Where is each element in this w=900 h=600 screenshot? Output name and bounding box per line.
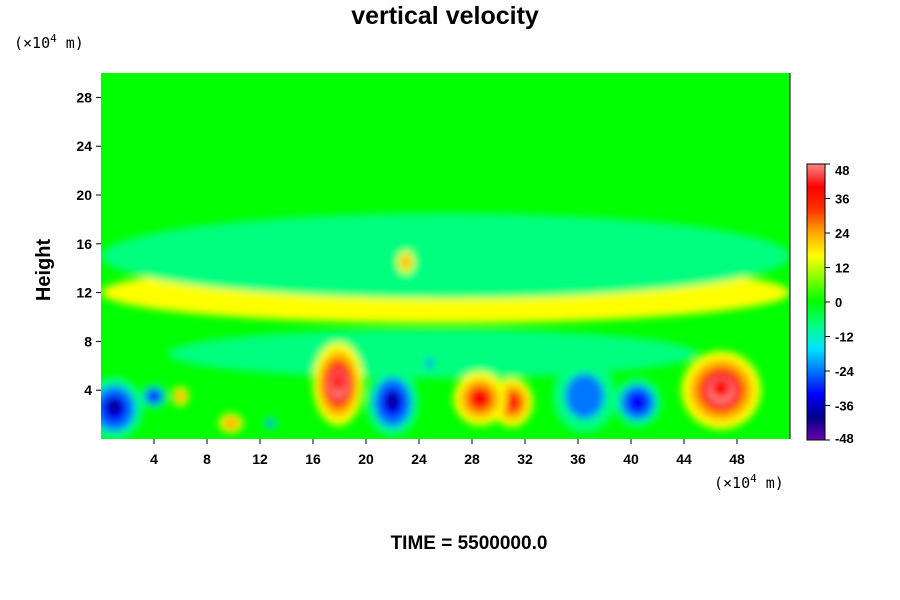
blob-contour (627, 391, 649, 414)
velocity-blob (397, 251, 414, 274)
x-tick-label: 28 (464, 451, 480, 467)
colorbar-ticks: 48 36 24 12 0 -12 -24 -36 -48 (825, 163, 855, 446)
x-tick-label: 40 (623, 451, 639, 467)
x-axis-unit: (×104 m) (714, 472, 784, 492)
velocity-blob (218, 413, 243, 433)
y-tick-label: 16 (76, 236, 92, 252)
velocity-blob (172, 386, 189, 407)
y-axis-ticks: 4 8 12 16 20 24 28 (76, 89, 101, 398)
velocity-blob (366, 368, 419, 437)
colorbar-tick-label: -48 (835, 431, 854, 446)
blob-peak (106, 398, 122, 415)
chart-title: vertical velocity (351, 2, 539, 30)
colorbar: 48 36 24 12 0 -12 -24 -36 -48 (806, 163, 855, 446)
blob-peak (331, 371, 345, 393)
blob-contour (148, 390, 160, 402)
blob-peak (711, 378, 732, 399)
x-tick-label: 8 (203, 451, 211, 467)
velocity-blob (453, 371, 507, 426)
velocity-blob (101, 213, 790, 299)
x-tick-label: 44 (676, 451, 692, 467)
colorbar-tick-label: 48 (835, 163, 849, 178)
x-tick-label: 12 (252, 451, 268, 467)
y-tick-label: 4 (84, 382, 92, 398)
x-tick-label: 36 (570, 451, 586, 467)
blob-contour (167, 329, 698, 378)
time-label: TIME = 5500000.0 (391, 533, 548, 554)
velocity-blob (101, 376, 144, 439)
blob-contour (565, 373, 605, 419)
x-tick-label: 16 (305, 451, 321, 467)
colorbar-tick-label: 36 (835, 192, 849, 207)
y-axis-unit: (×104 m) (14, 32, 84, 52)
blob-contour (426, 358, 433, 369)
velocity-blob (140, 384, 168, 409)
velocity-blob (424, 354, 435, 372)
velocity-blob (613, 378, 662, 427)
x-tick-label: 24 (411, 451, 427, 467)
blob-contour (502, 391, 522, 414)
x-tick-label: 20 (358, 451, 374, 467)
colorbar-tick-label: -12 (835, 330, 854, 345)
y-tick-label: 20 (76, 187, 92, 203)
blob-contour (101, 213, 790, 299)
colorbar-tick-label: -24 (835, 364, 855, 379)
y-tick-label: 12 (76, 285, 92, 301)
y-tick-label: 28 (76, 89, 92, 105)
velocity-blob (552, 359, 617, 433)
blob-contour (175, 390, 186, 403)
blob-contour (400, 255, 411, 269)
x-axis-ticks: 4 8 12 16 20 24 28 32 36 40 44 48 (150, 439, 745, 467)
colorbar-tick-label: 24 (835, 226, 850, 241)
velocity-blob (167, 329, 698, 378)
blob-contour (468, 386, 492, 411)
blob-contour (223, 417, 239, 430)
y-tick-label: 24 (76, 138, 92, 154)
velocity-blob (681, 351, 761, 430)
blob-contour (266, 419, 275, 427)
contour-blobs (101, 213, 790, 439)
colorbar-tick-label: 12 (835, 261, 849, 276)
velocity-blob (263, 417, 278, 430)
velocity-blob (313, 342, 364, 426)
plot-area (101, 73, 790, 439)
colorbar-tick-label: 0 (835, 295, 842, 310)
y-tick-label: 8 (84, 333, 92, 349)
x-tick-label: 32 (517, 451, 533, 467)
x-tick-label: 4 (150, 451, 158, 467)
blob-peak (385, 392, 400, 410)
colorbar-tick-label: -36 (835, 399, 854, 414)
colorbar-bar (806, 163, 826, 441)
x-tick-label: 48 (729, 451, 745, 467)
y-axis-label: Height (33, 239, 55, 302)
